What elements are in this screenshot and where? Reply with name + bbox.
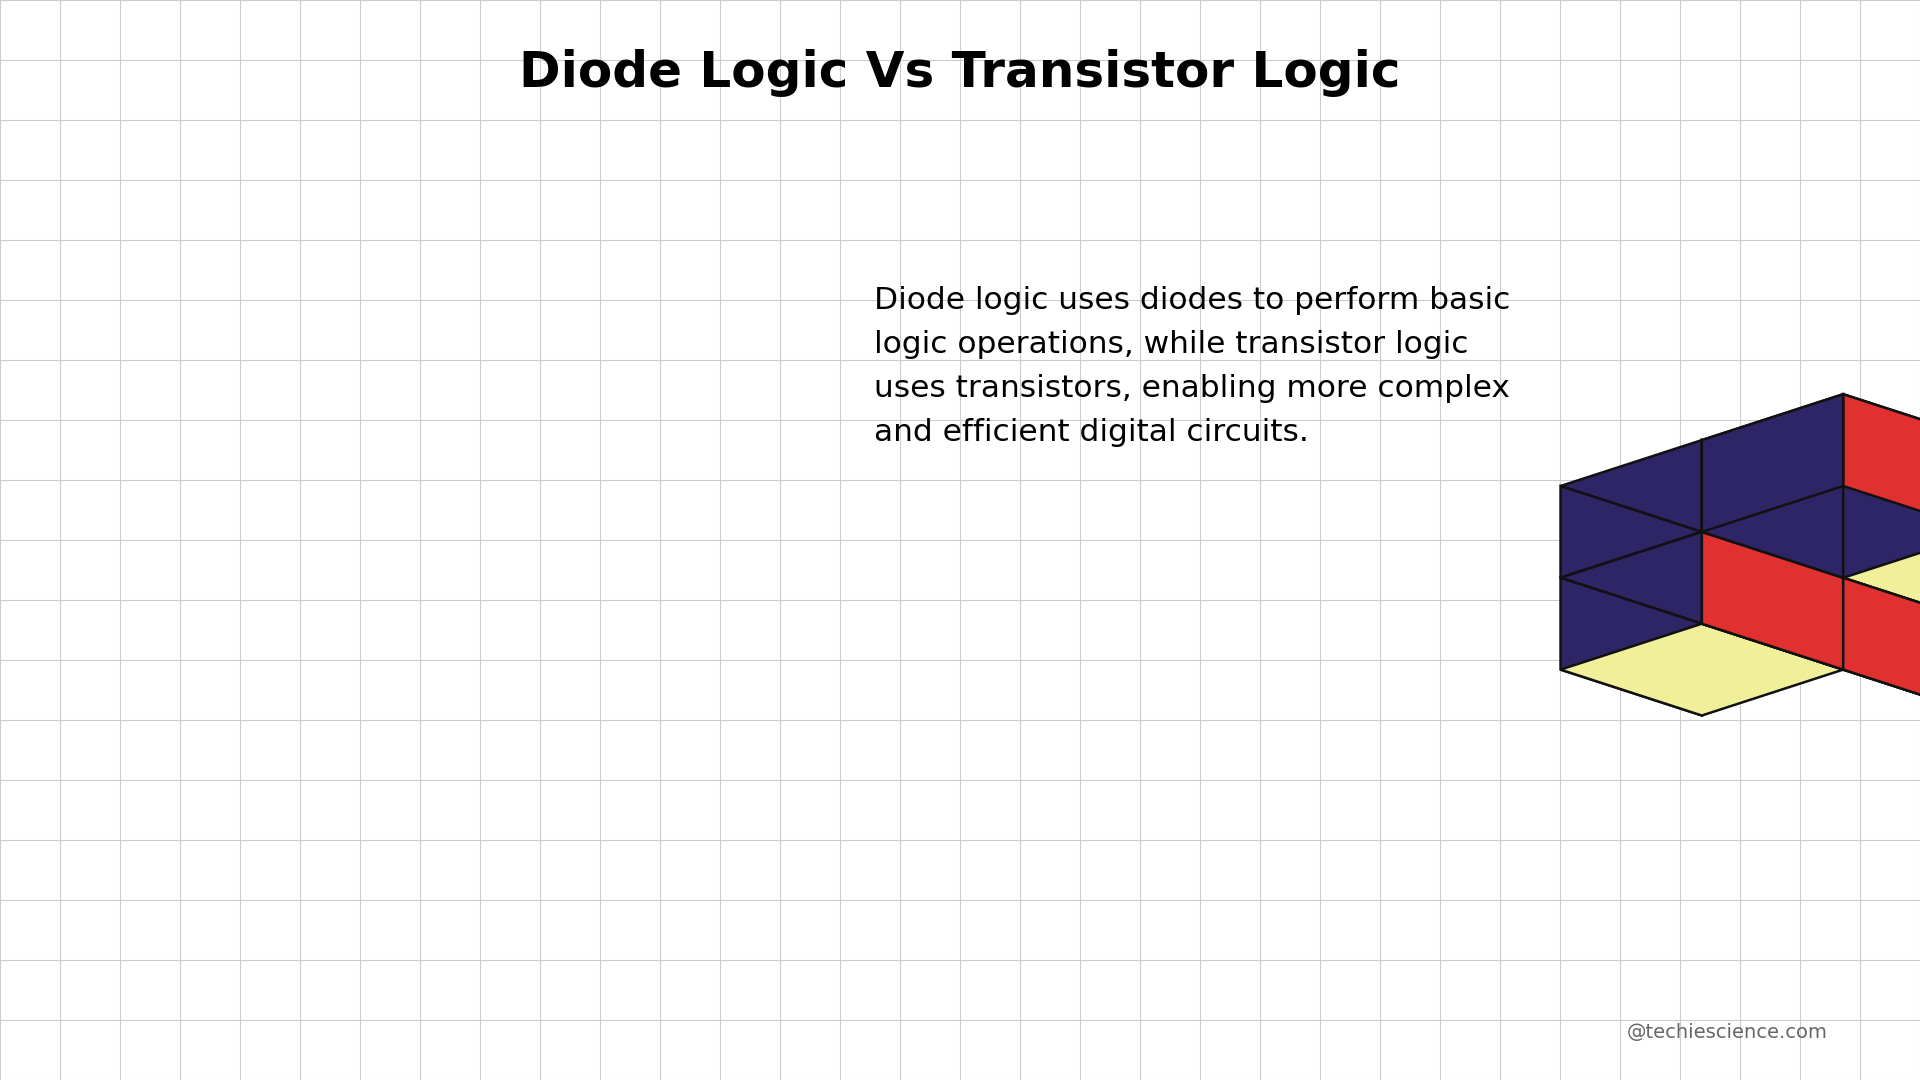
Text: @techiescience.com: @techiescience.com [1626,1023,1828,1042]
Polygon shape [1561,531,1843,623]
Polygon shape [1561,531,1843,623]
Polygon shape [1701,441,1843,578]
Polygon shape [1843,623,1920,716]
Polygon shape [1701,578,1920,670]
Polygon shape [1843,441,1920,578]
Polygon shape [1843,441,1920,578]
Polygon shape [1561,486,1701,623]
Polygon shape [1701,394,1920,486]
Polygon shape [1843,532,1920,670]
Polygon shape [1701,486,1920,578]
Polygon shape [1843,486,1920,623]
Polygon shape [1843,531,1920,623]
Polygon shape [1843,578,1920,716]
Text: Diode Logic Vs Transistor Logic: Diode Logic Vs Transistor Logic [518,49,1402,96]
Polygon shape [1701,532,1843,670]
Polygon shape [1701,394,1843,532]
Text: Diode logic uses diodes to perform basic
logic operations, while transistor logi: Diode logic uses diodes to perform basic… [874,286,1509,447]
Polygon shape [1561,578,1701,716]
Polygon shape [1843,578,1920,716]
Polygon shape [1843,394,1920,532]
Polygon shape [1843,441,1920,532]
Polygon shape [1561,623,1843,716]
Polygon shape [1701,532,1843,670]
Polygon shape [1561,441,1843,532]
Polygon shape [1701,441,1843,578]
Polygon shape [1561,532,1843,623]
Polygon shape [1843,532,1920,623]
